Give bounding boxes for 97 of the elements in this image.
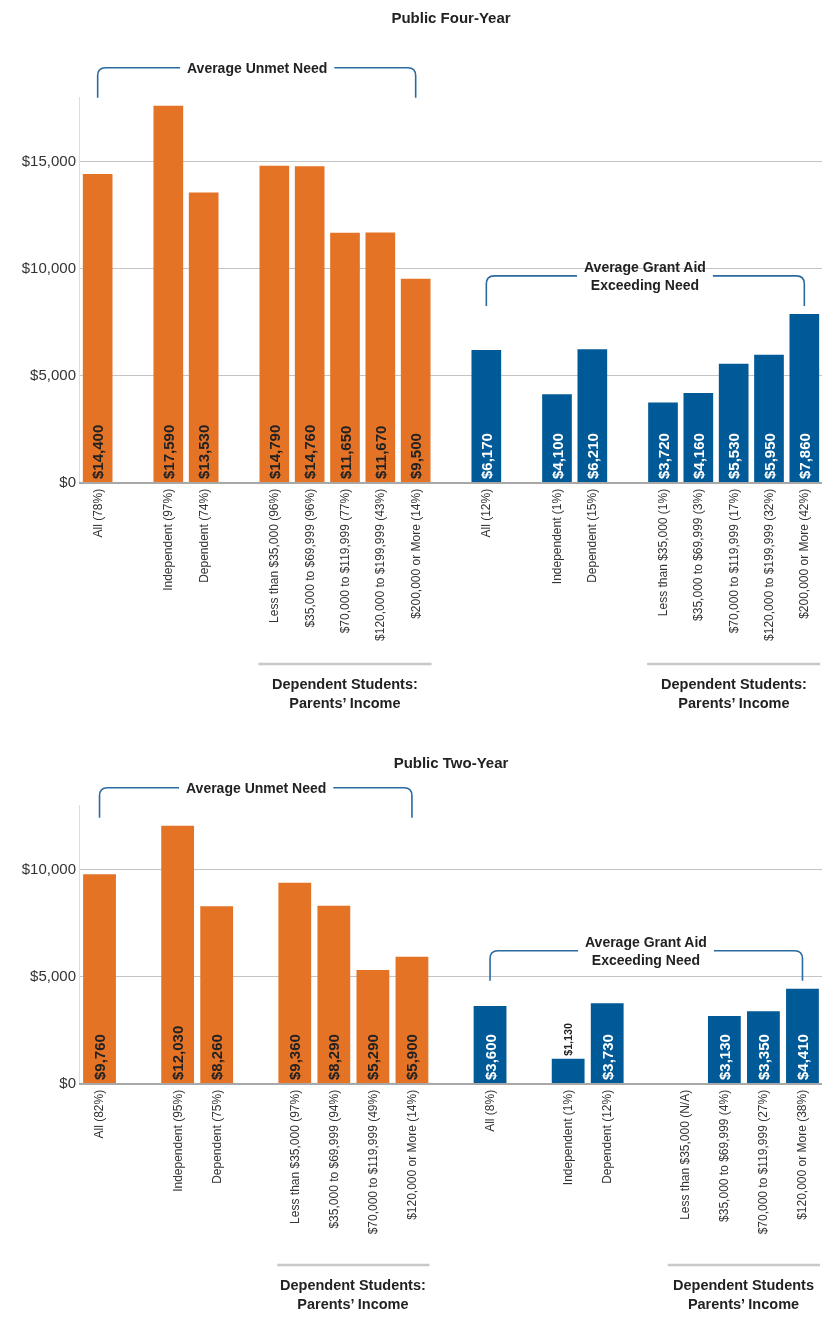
- x-tick-label: $120,000 to $199,999 (43%): [373, 488, 388, 641]
- data-label: $3,720: [654, 433, 672, 479]
- data-label: $11,650: [336, 425, 354, 479]
- data-label: $3,130: [715, 1034, 733, 1080]
- data-label: $3,730: [598, 1034, 616, 1080]
- data-label: $4,160: [689, 433, 707, 479]
- bar: [82, 174, 113, 482]
- x-tick-label: Independent (95%): [170, 1089, 185, 1192]
- chart-title: Public Two-Year: [393, 754, 509, 772]
- data-label: $7,860: [795, 433, 813, 479]
- data-label: $9,500: [407, 433, 425, 479]
- x-tick-label: Dependent (15%): [585, 488, 600, 583]
- y-tick-label: $10,000: [21, 259, 76, 277]
- x-tick-label: Independent (1%): [561, 1089, 576, 1186]
- x-tick-label: $70,000 to $119,999 (77%): [337, 488, 352, 634]
- bar: [259, 165, 290, 482]
- data-label: $11,670: [371, 425, 389, 479]
- data-label: $14,790: [265, 424, 283, 479]
- x-tick-label: All (82%): [92, 1089, 107, 1139]
- data-label: $1,130: [562, 1023, 575, 1056]
- bar: [83, 874, 116, 1083]
- x-tick-label: $35,000 to $69,999 (3%): [691, 488, 706, 621]
- data-label: $14,400: [89, 424, 107, 479]
- data-label: $3,350: [754, 1034, 772, 1080]
- y-tick-label: $10,000: [21, 860, 76, 878]
- text: Dependent Students: Parents’ Income: [272, 676, 418, 711]
- x-tick-label: Independent (1%): [549, 488, 564, 585]
- bar: [577, 349, 608, 482]
- x-tick-label: All (78%): [90, 488, 105, 538]
- data-label: $4,410: [793, 1034, 811, 1080]
- text: Dependent Students Parents’ Income: [673, 1277, 814, 1312]
- data-label: $5,290: [364, 1034, 382, 1080]
- x-tick-label: $200,000 or More (42%): [797, 488, 812, 619]
- bar: [200, 906, 234, 1083]
- data-label: $5,950: [760, 433, 778, 479]
- bar: [365, 232, 396, 482]
- bar: [754, 354, 784, 482]
- bar: [471, 350, 502, 482]
- x-tick-label: Less than $35,000 (96%): [267, 488, 282, 623]
- y-tick-label: $5,000: [30, 366, 76, 384]
- text: Average Unmet Need: [187, 60, 328, 76]
- bar: [789, 313, 820, 482]
- bar: [294, 166, 325, 482]
- bar: [786, 988, 819, 1083]
- data-label: $9,760: [91, 1034, 109, 1080]
- x-tick-label: $120,000 or More (38%): [795, 1089, 810, 1220]
- bar: [153, 105, 184, 482]
- x-tick-label: $120,000 or More (14%): [404, 1089, 419, 1220]
- x-tick-label: $35,000 to $69,999 (96%): [302, 488, 317, 628]
- x-tick-label: Dependent (12%): [600, 1089, 615, 1184]
- bar: [400, 278, 431, 482]
- bar: [330, 232, 360, 482]
- data-label: $5,530: [725, 433, 743, 479]
- y-tick-label: $5,000: [30, 967, 76, 985]
- bar: [161, 825, 195, 1083]
- x-tick-label: $200,000 or More (14%): [408, 488, 423, 619]
- data-label: $12,030: [169, 1025, 187, 1080]
- data-label: $3,600: [481, 1034, 499, 1080]
- bar: [278, 882, 312, 1083]
- x-tick-label: All (12%): [479, 488, 494, 538]
- bar: [356, 969, 390, 1083]
- x-tick-label: Less than $35,000 (1%): [655, 488, 670, 617]
- y-tick-label: $0: [59, 1074, 76, 1092]
- text: Dependent Students: Parents’ Income: [280, 1277, 426, 1312]
- x-tick-label: Less than $35,000 (N/A): [678, 1089, 693, 1220]
- data-label: $5,900: [403, 1034, 421, 1080]
- bar: [317, 905, 351, 1083]
- data-label: $8,260: [208, 1034, 226, 1080]
- bar: [718, 363, 749, 482]
- x-tick-label: $70,000 to $119,999 (27%): [756, 1089, 771, 1235]
- data-label: $4,100: [548, 433, 566, 479]
- data-label: $14,760: [301, 424, 319, 479]
- data-label: $9,360: [286, 1034, 304, 1080]
- x-tick-label: $35,000 to $69,999 (94%): [326, 1089, 341, 1229]
- x-tick-label: $70,000 to $119,999 (17%): [726, 488, 741, 634]
- text: Average Unmet Need: [186, 780, 327, 796]
- annotation: Average Grant Aid Exceeding Need: [585, 934, 707, 969]
- bar: [188, 192, 219, 482]
- y-tick-label: $15,000: [21, 152, 76, 170]
- x-tick-label: Independent (97%): [161, 488, 176, 591]
- x-tick-label: $35,000 to $69,999 (4%): [717, 1089, 732, 1222]
- data-label: $8,290: [325, 1034, 343, 1080]
- data-label: $6,170: [477, 433, 495, 479]
- x-tick-label: Dependent (75%): [209, 1089, 224, 1184]
- x-tick-label: All (8%): [482, 1089, 497, 1132]
- y-tick-label: $0: [59, 473, 76, 491]
- chart-title: Public Four-Year: [391, 9, 511, 27]
- data-label: $17,590: [159, 424, 177, 479]
- bar: [551, 1058, 585, 1083]
- x-tick-label: Less than $35,000 (97%): [287, 1089, 302, 1224]
- annotation: Average Grant Aid Exceeding Need: [584, 259, 706, 294]
- x-tick-label: $70,000 to $119,999 (49%): [365, 1089, 380, 1235]
- data-label: $6,210: [583, 433, 601, 479]
- x-tick-label: Dependent (74%): [196, 488, 211, 583]
- text: Dependent Students: Parents’ Income: [661, 676, 807, 711]
- data-label: $13,530: [195, 424, 213, 479]
- x-tick-label: $120,000 to $199,999 (32%): [761, 488, 776, 641]
